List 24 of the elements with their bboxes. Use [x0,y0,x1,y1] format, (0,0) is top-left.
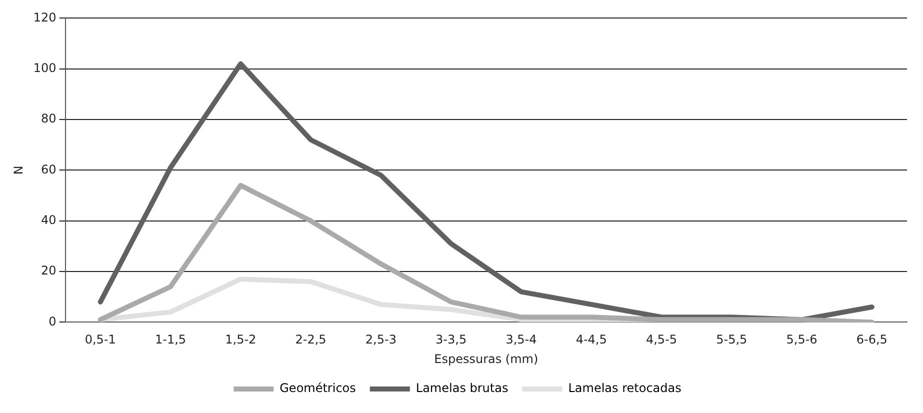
y-tick-label: 40 [41,212,56,227]
x-tick-label: 2-2,5 [295,332,326,347]
y-tick-label: 100 [33,60,56,75]
legend-label: Geométricos [280,381,356,396]
y-tick-label: 0 [48,314,56,328]
x-tick-label: 4-4,5 [576,332,607,347]
x-tick-label: 1,5-2 [225,332,256,347]
y-tick-label: 60 [41,162,56,176]
x-tick-label: 4,5-5 [646,332,678,347]
x-tick-label: 5-5,5 [716,332,748,347]
legend-label: Lamelas brutas [416,381,508,396]
y-tick-label: 20 [41,264,56,278]
x-tick-label: 5,5-6 [786,332,818,347]
x-tick-label: 2,5-3 [365,332,396,347]
x-tick-label: 6-6,5 [856,332,888,347]
x-tick-label: 1-1,5 [154,332,186,347]
x-tick-label: 3-3,5 [436,332,467,347]
y-tick-label: 120 [33,10,56,24]
x-tick-label: 3,5-4 [506,332,537,347]
x-axis-title: Espessuras (mm) [434,352,538,366]
legend-label: Lamelas retocadas [568,381,682,396]
y-tick-label: 80 [41,112,56,126]
x-tick-label: 0,5-1 [84,332,116,347]
y-axis-title: N [11,166,26,175]
